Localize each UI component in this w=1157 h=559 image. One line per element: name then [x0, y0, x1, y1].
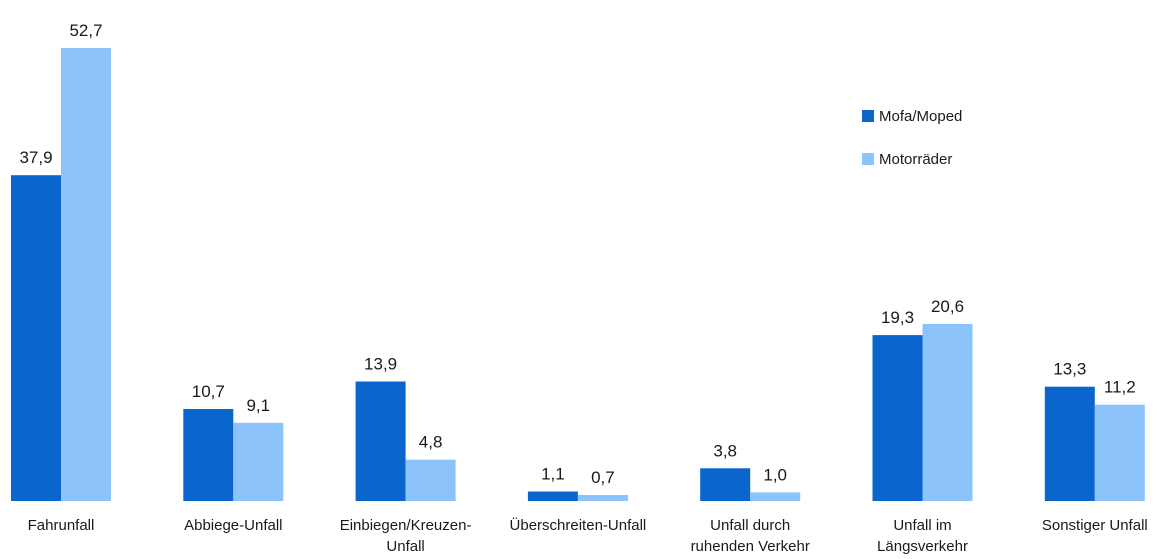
category-label-4: Unfall durch ruhenden Verkehr — [691, 517, 810, 555]
bar-s1-c0 — [61, 48, 111, 501]
legend-swatch-motorraeder — [862, 153, 874, 165]
category-label-3-line-0: Überschreiten-Unfall — [510, 516, 647, 534]
value-label-s1-c2: 4,8 — [419, 433, 443, 452]
category-label-4-line-0: Unfall durch — [710, 517, 790, 534]
bars-layer — [11, 48, 1145, 501]
bar-s1-c6 — [1094, 404, 1145, 501]
value-label-s0-c4: 3,8 — [713, 441, 737, 460]
value-label-s0-c6: 13,3 — [1053, 360, 1086, 379]
category-label-3: Überschreiten-Unfall — [510, 516, 647, 534]
category-label-0-line-0: Fahrunfall — [28, 517, 95, 534]
value-label-s1-c1: 9,1 — [246, 396, 270, 415]
bar-s1-c2 — [405, 459, 456, 501]
value-label-s1-c6: 11,2 — [1104, 378, 1136, 397]
value-label-s1-c4: 1,0 — [763, 465, 787, 484]
legend-label-mofa-moped: Mofa/Moped — [879, 108, 962, 125]
value-label-s0-c0: 37,9 — [19, 148, 52, 167]
bar-s0-c0 — [11, 175, 61, 501]
category-label-2-line-1: Unfall — [386, 538, 424, 555]
value-labels-layer: 37,9 52,7 10,7 9,1 13,9 4,8 1,1 0,7 3,8 1,0 19,3 20… — [19, 21, 1135, 487]
bar-s0-c5 — [872, 335, 923, 501]
bar-s0-c6 — [1044, 386, 1095, 501]
category-label-1: Abbiege-Unfall — [184, 517, 282, 534]
category-label-2: Einbiegen/Kreuzen- Unfall — [340, 517, 472, 555]
value-label-s1-c0: 52,7 — [69, 21, 102, 40]
category-label-5-line-0: Unfall im — [893, 517, 951, 534]
value-label-s1-c5: 20,6 — [931, 297, 964, 316]
category-label-6-line-0: Sonstiger Unfall — [1042, 517, 1148, 534]
legend: Mofa/Moped Motorräder — [862, 108, 962, 168]
category-label-1-line-0: Abbiege-Unfall — [184, 517, 282, 534]
bar-s1-c1 — [233, 422, 284, 501]
bar-s1-c3 — [577, 495, 628, 501]
category-label-0: Fahrunfall — [28, 517, 95, 534]
category-label-4-line-1: ruhenden Verkehr — [691, 538, 810, 555]
bar-s0-c2 — [355, 381, 406, 501]
bar-s1-c4 — [750, 492, 801, 501]
category-labels-layer: Fahrunfall Abbiege-Unfall Einbiegen/Kreuze… — [28, 516, 1148, 555]
category-label-5: Unfall im Längsverkehr — [877, 517, 968, 555]
category-label-5-line-1: Längsverkehr — [877, 538, 968, 555]
legend-swatch-mofa-moped — [862, 110, 874, 122]
value-label-s0-c3: 1,1 — [541, 465, 565, 484]
category-label-6: Sonstiger Unfall — [1042, 517, 1148, 534]
value-label-s0-c2: 13,9 — [364, 355, 397, 374]
legend-label-motorraeder: Motorräder — [879, 151, 952, 168]
bar-s0-c1 — [183, 409, 234, 501]
category-label-2-line-0: Einbiegen/Kreuzen- — [340, 517, 472, 534]
bar-s0-c4 — [700, 468, 751, 501]
value-label-s1-c3: 0,7 — [591, 468, 615, 487]
value-label-s0-c1: 10,7 — [192, 382, 225, 401]
value-label-s0-c5: 19,3 — [881, 308, 914, 327]
bar-s0-c3 — [527, 491, 578, 501]
bar-s1-c5 — [922, 323, 973, 501]
